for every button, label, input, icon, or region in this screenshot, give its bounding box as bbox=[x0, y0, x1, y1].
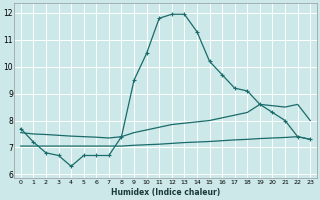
X-axis label: Humidex (Indice chaleur): Humidex (Indice chaleur) bbox=[111, 188, 220, 197]
